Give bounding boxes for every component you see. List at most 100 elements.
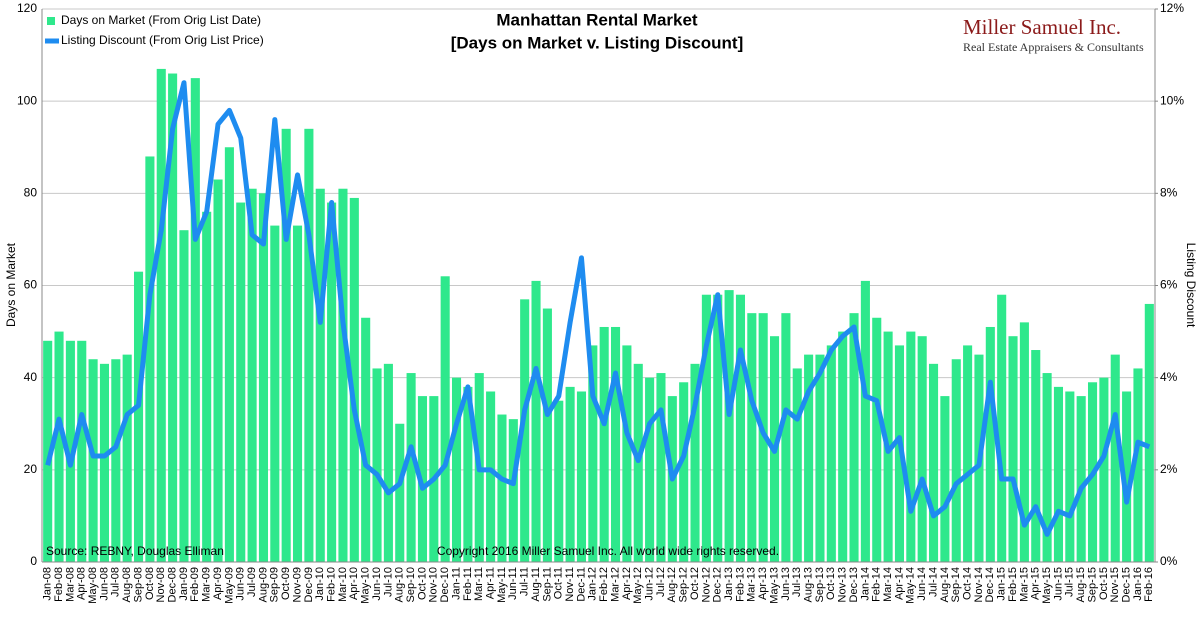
x-tick-label: Feb-16 (1143, 567, 1155, 602)
bar (54, 331, 64, 562)
bar (327, 202, 337, 563)
x-tick-label: Nov-14 (973, 567, 985, 602)
x-tick-label: Jul-14 (927, 567, 939, 597)
bar (713, 294, 723, 562)
x-tick-label: Sep-10 (405, 567, 417, 602)
bar (372, 368, 382, 562)
y2-tick-label: 4% (1160, 370, 1178, 384)
x-tick-label: Jul-13 (791, 567, 803, 597)
x-tick-label: Feb-11 (462, 567, 474, 601)
x-tick-label: Jan-13 (723, 567, 735, 601)
bar (190, 78, 200, 562)
x-tick-label: Jul-10 (382, 567, 394, 597)
x-tick-label: Jul-08 (110, 567, 122, 597)
bar (917, 336, 927, 562)
bar (690, 363, 700, 562)
x-tick-label: Feb-13 (734, 567, 746, 602)
x-tick-label: Oct-11 (553, 567, 565, 599)
x-tick-label: May-09 (223, 567, 235, 604)
x-tick-label: May-15 (1041, 567, 1053, 604)
bar (304, 128, 314, 563)
x-tick-label: Feb-14 (871, 567, 883, 602)
legend-label: Days on Market (From Orig List Date) (61, 13, 261, 27)
source: Source: REBNY, Douglas Elliman (46, 544, 224, 558)
bar (77, 340, 87, 562)
bar (1110, 354, 1120, 562)
bar (99, 363, 110, 562)
y2-axis-label: Listing Discount (1184, 243, 1198, 328)
bar (724, 290, 734, 562)
x-tick-label: Jul-12 (655, 567, 667, 597)
bar (520, 299, 530, 562)
x-tick-label: Jan-14 (859, 567, 871, 601)
bar (599, 326, 609, 562)
x-tick-label: Jan-09 (178, 567, 190, 601)
legend-label: Listing Discount (From Orig List Price) (61, 33, 264, 47)
x-tick-label: Jun-08 (98, 567, 110, 601)
bar (679, 382, 689, 562)
x-tick-label: May-12 (632, 567, 644, 604)
x-tick-label: Feb-09 (189, 567, 201, 602)
x-tick-label: Mar-09 (201, 567, 213, 602)
x-tick-label: Jun-14 (916, 567, 928, 601)
x-tick-label: Jan-16 (1132, 567, 1144, 601)
bar (145, 156, 155, 562)
x-tick-label: Mar-08 (64, 567, 76, 602)
bar (1144, 303, 1154, 562)
x-tick-label: Jun-10 (371, 567, 383, 601)
bar (985, 326, 995, 562)
x-tick-label: May-14 (905, 567, 917, 604)
x-tick-label: Apr-10 (348, 567, 360, 600)
x-tick-label: Oct-10 (416, 567, 428, 600)
bar (43, 340, 53, 562)
x-tick-label: Sep-12 (678, 567, 690, 602)
x-tick-label: Apr-09 (212, 567, 224, 600)
bar (531, 280, 541, 562)
bar (1019, 322, 1029, 562)
bar (1031, 350, 1041, 562)
bar (1099, 377, 1109, 562)
bar (1076, 396, 1086, 562)
x-tick-label: Mar-13 (746, 567, 758, 602)
bar (451, 377, 462, 562)
bar (202, 211, 212, 562)
bar (1065, 391, 1075, 562)
y-tick-label: 40 (24, 370, 38, 384)
x-tick-label: Jun-12 (644, 567, 656, 601)
bar (542, 308, 552, 562)
bar (804, 354, 814, 562)
x-tick-label: Oct-08 (144, 567, 156, 600)
x-tick-label: Mar-14 (882, 567, 894, 602)
x-tick-label: Aug-09 (257, 567, 269, 602)
y-tick-label: 20 (24, 462, 38, 476)
x-tick-label: Sep-13 (814, 567, 826, 602)
legend-swatch (47, 17, 55, 25)
x-tick-label: Apr-15 (1030, 567, 1042, 600)
x-tick-label: May-13 (768, 567, 780, 604)
copyright: Copyright 2016 Miller Samuel Inc. All wo… (437, 544, 779, 558)
x-tick-label: Aug-12 (666, 567, 678, 602)
bar (508, 419, 518, 562)
bar (656, 373, 666, 562)
bar (168, 73, 178, 563)
bar (1042, 373, 1052, 562)
x-tick-label: Aug-13 (803, 567, 815, 602)
bar (338, 188, 348, 562)
x-tick-label: Oct-15 (1098, 567, 1110, 600)
x-tick-label: Oct-09 (280, 567, 292, 600)
x-tick-label: Nov-13 (837, 567, 849, 602)
bar (1008, 336, 1018, 562)
bar (588, 345, 598, 562)
y2-tick-label: 10% (1160, 93, 1184, 107)
x-tick-label: Nov-08 (155, 567, 167, 602)
line (45, 80, 1151, 537)
bar (88, 359, 98, 562)
x-tick-label: Oct-14 (962, 567, 974, 600)
x-tick-label: Dec-13 (848, 567, 860, 602)
brand: Miller Samuel Inc. (963, 15, 1121, 39)
x-tick-label: Sep-14 (950, 567, 962, 602)
x-tick-label: Feb-08 (53, 567, 65, 602)
y-tick-label: 120 (17, 1, 37, 15)
y-tick-label: 80 (24, 186, 38, 200)
x-tick-label: Jun-15 (1052, 567, 1064, 601)
